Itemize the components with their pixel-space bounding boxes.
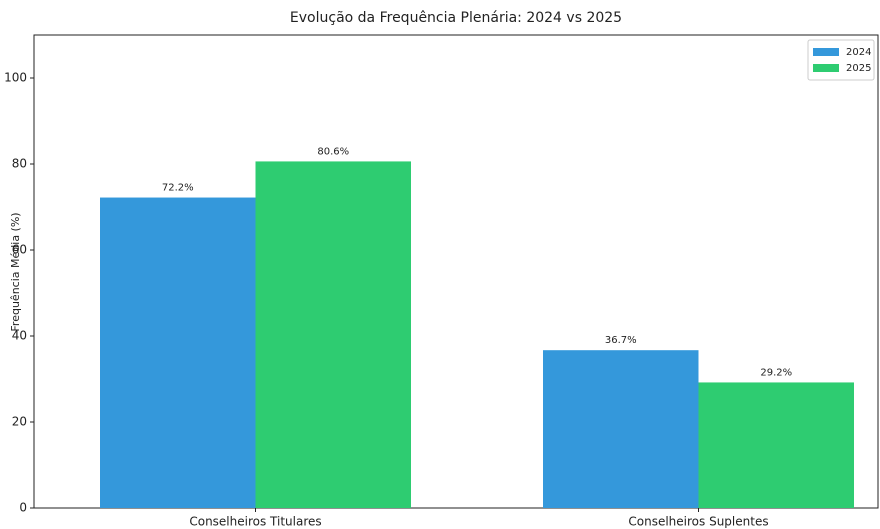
bar (698, 382, 854, 508)
x-tick-label: Conselheiros Suplentes (628, 515, 768, 529)
y-tick-label: 100 (4, 71, 27, 85)
legend-swatch (813, 64, 839, 72)
value-label: 72.2% (162, 183, 194, 194)
value-label: 29.2% (760, 367, 792, 378)
y-axis-label: Frequência Média (%) (9, 212, 22, 331)
x-tick-label: Conselheiros Titulares (189, 515, 321, 529)
y-tick-label: 20 (12, 415, 27, 429)
bar (543, 350, 699, 508)
y-tick-label: 60 (12, 243, 27, 257)
y-tick-label: 0 (19, 501, 27, 515)
legend-label: 2025 (846, 63, 871, 74)
chart-title: Evolução da Frequência Plenária: 2024 vs… (290, 10, 622, 26)
bar (255, 161, 411, 509)
legend-label: 2024 (846, 47, 871, 58)
legend-box (807, 39, 875, 81)
bar (100, 197, 256, 509)
value-label: 36.7% (605, 335, 637, 346)
legend-swatch (813, 48, 839, 56)
plot-area (33, 34, 879, 509)
y-tick-label: 80 (12, 157, 27, 171)
y-tick-label: 40 (12, 329, 27, 343)
value-label: 80.6% (317, 146, 349, 157)
